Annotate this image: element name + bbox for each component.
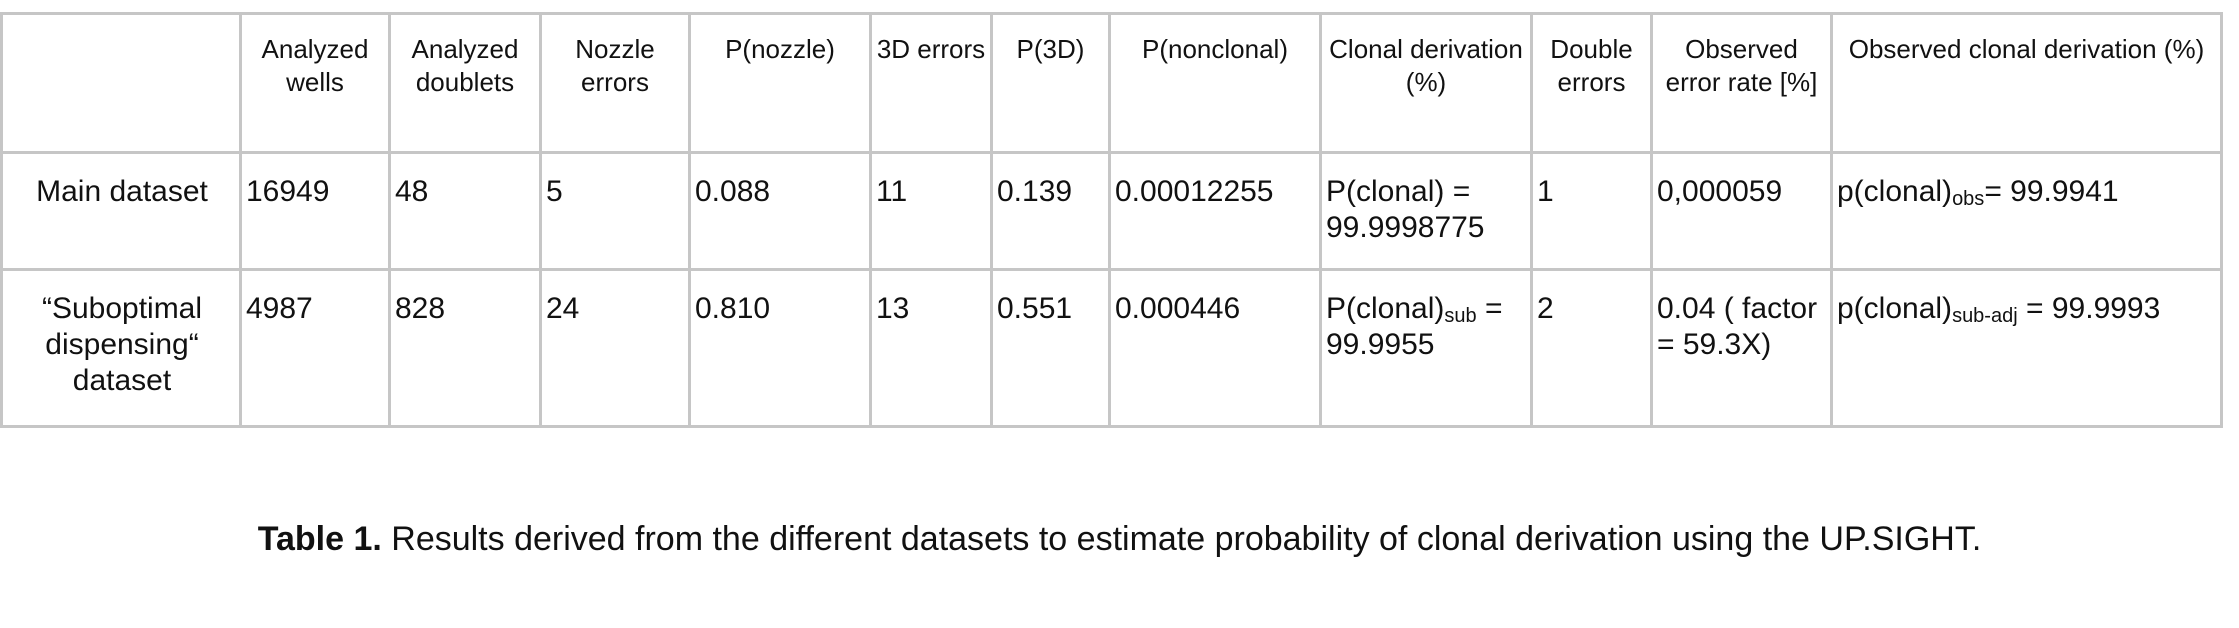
header-cell: Analyzed doublets <box>388 12 542 154</box>
table-cell: 4987 <box>239 268 391 428</box>
table-cell: p(clonal)sub-adj = 99.9993 <box>1830 268 2223 428</box>
header-cell: Analyzed wells <box>239 12 391 154</box>
table-cell: 11 <box>869 151 993 271</box>
table-cell: 0.04 ( factor = 59.3X) <box>1650 268 1833 428</box>
table-cell: 13 <box>869 268 993 428</box>
table-cell: 0.088 <box>688 151 872 271</box>
cell-text: p(clonal) <box>1837 292 1953 325</box>
table-cell: 0,000059 <box>1650 151 1833 271</box>
header-cell: Clonal derivation (%) <box>1319 12 1533 154</box>
cell-text: = 99.9955 <box>1326 292 1503 361</box>
table-cell: p(clonal)obs= 99.9941 <box>1830 151 2223 271</box>
cell-subscript: sub <box>1444 305 1477 327</box>
row-label: Main dataset <box>0 151 242 271</box>
header-row: Analyzed wells Analyzed doublets Nozzle er… <box>0 12 2223 154</box>
results-table: Analyzed wells Analyzed doublets Nozzle er… <box>0 12 2223 428</box>
table-cell: 828 <box>388 268 542 428</box>
caption-text: Results derived from the different datas… <box>381 520 1982 558</box>
table-cell: 0.00012255 <box>1108 151 1322 271</box>
table-cell: P(clonal) = 99.9998775 <box>1319 151 1533 271</box>
table-cell: 0.000446 <box>1108 268 1322 428</box>
header-cell: P(nonclonal) <box>1108 12 1322 154</box>
header-cell: P(3D) <box>990 12 1111 154</box>
cell-subscript: sub-adj <box>1952 305 2018 327</box>
row-label: “Suboptimal dispensing“ dataset <box>0 268 242 428</box>
table-cell: 0.810 <box>688 268 872 428</box>
caption: Table 1. Results derived from the differ… <box>0 520 2239 559</box>
table-cell: 1 <box>1530 151 1653 271</box>
cell-text: = 99.9941 <box>1984 175 2119 208</box>
header-cell: Nozzle errors <box>539 12 691 154</box>
table-cell: P(clonal)sub = 99.9955 <box>1319 268 1533 428</box>
table-cell: 0.139 <box>990 151 1111 271</box>
table-row: Main dataset 16949 48 5 0.088 11 0.139 0.000122… <box>0 151 2223 271</box>
table-cell: 48 <box>388 151 542 271</box>
table-cell: 2 <box>1530 268 1653 428</box>
header-cell: P(nozzle) <box>688 12 872 154</box>
cell-text: = 99.9993 <box>2017 292 2161 325</box>
table-cell: 16949 <box>239 151 391 271</box>
header-cell: Observed clonal derivation (%) <box>1830 12 2223 154</box>
table-cell: 0.551 <box>990 268 1111 428</box>
table-cell: 5 <box>539 151 691 271</box>
header-cell: Double errors <box>1530 12 1653 154</box>
caption-label: Table 1. <box>257 520 382 558</box>
header-cell: Observed error rate [%] <box>1650 12 1833 154</box>
table-row: “Suboptimal dispensing“ dataset 4987 828 24… <box>0 268 2223 428</box>
cell-text: P(clonal) <box>1326 292 1445 325</box>
header-cell: 3D errors <box>869 12 993 154</box>
cell-subscript: obs <box>1952 188 1985 210</box>
table-cell: 24 <box>539 268 691 428</box>
corner-cell <box>0 12 242 154</box>
cell-text: p(clonal) <box>1837 175 1953 208</box>
